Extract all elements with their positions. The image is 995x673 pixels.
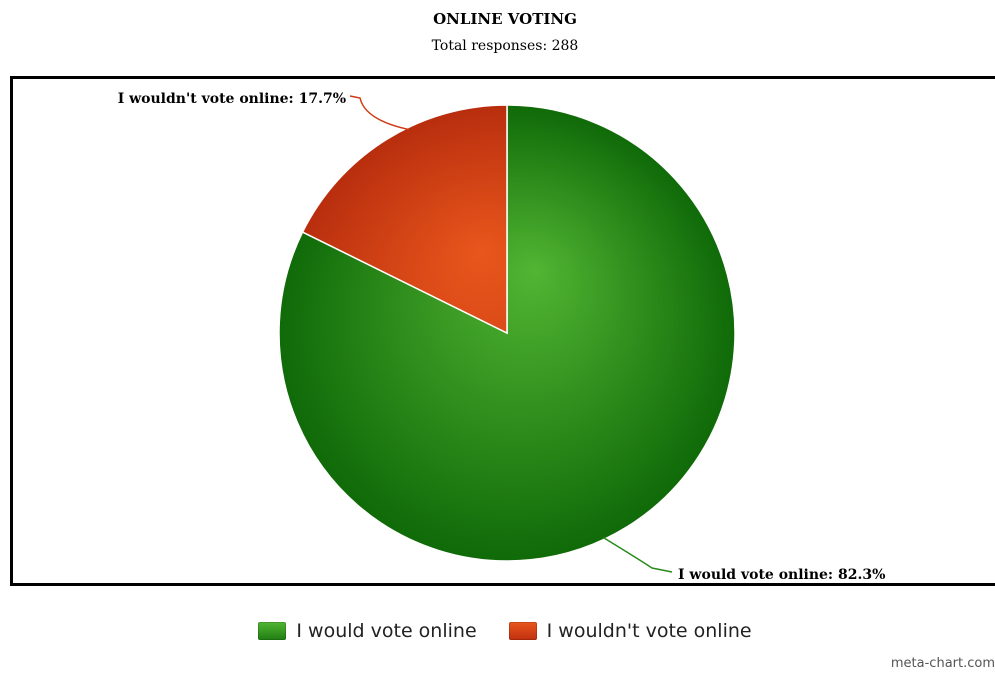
leader-line (602, 536, 673, 573)
watermark: meta-chart.com (890, 656, 995, 671)
chart-title: ONLINE VOTING (433, 10, 577, 28)
chart-subtitle: Total responses: 288 (431, 38, 579, 54)
legend-swatch-green (258, 622, 287, 640)
pie-slice-wouldnt-vote[interactable] (301, 104, 508, 335)
legend: I would vote online I wouldn't vote onli… (0, 620, 995, 642)
legend-swatch-red (508, 622, 537, 640)
legend-label: I wouldn't vote online (546, 620, 752, 642)
legend-item-would[interactable]: I would vote online (258, 620, 477, 642)
legend-item-wouldnt[interactable]: I wouldn't vote online (508, 620, 752, 642)
plot-frame (10, 76, 995, 586)
slice-label-wouldnt-vote: I wouldn't vote online: 17.7% (118, 91, 346, 107)
legend-label: I would vote online (296, 620, 477, 642)
slice-label-would-vote: I would vote online: 82.3% (678, 567, 885, 583)
leader-line (349, 95, 409, 131)
